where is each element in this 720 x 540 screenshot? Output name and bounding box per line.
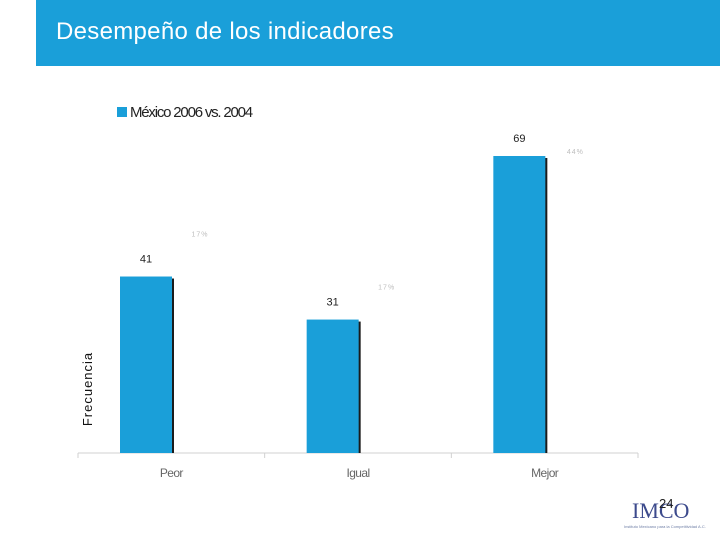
bar-mejor [493,156,545,453]
faint-percent-label: 17% [191,232,208,239]
x-tick-label: Igual [346,466,369,480]
data-label: 31 [327,297,339,309]
faint-percent-label: 44% [567,149,584,156]
bar-igual [307,320,359,453]
data-label: 41 [140,254,152,266]
bar-chart: 41 Peor 17% 31 Igual 17% 69 Mejor 44% México 2006… [0,0,720,540]
page-number: 24 [659,496,673,511]
faint-percent-label: 17% [378,285,395,292]
x-tick-label: Mejor [531,466,559,480]
y-axis-label: Frecuencia [80,352,95,426]
legend-label: México 2006 vs. 2004 [130,104,253,121]
logo-tagline: Instituto Mexicano para la Competitivida… [624,524,714,529]
legend-swatch [117,107,127,117]
x-tick-label: Peor [160,466,184,480]
bar-peor [120,277,172,453]
data-label: 69 [513,133,525,145]
